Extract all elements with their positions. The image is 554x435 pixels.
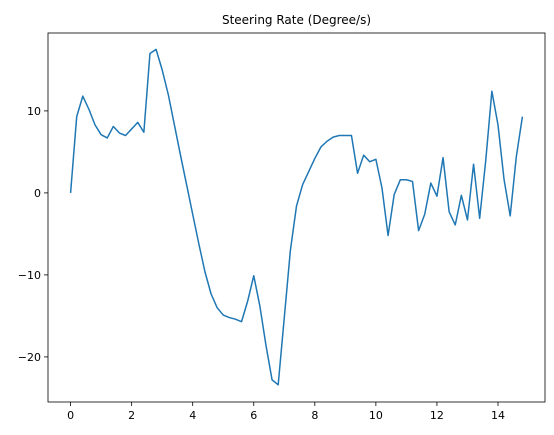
plot-frame [47,32,546,403]
x-tick-label: 12 [430,409,444,422]
y-tick-label: 0 [34,187,41,200]
data-line [69,48,524,386]
y-tick-label: −20 [18,351,41,364]
y-tick-label: 10 [27,105,41,118]
x-tick-label: 2 [128,409,135,422]
y-tick-label: −10 [18,269,41,282]
x-tick-label: 6 [250,409,257,422]
x-tick-label: 10 [369,409,383,422]
x-tick-label: 0 [67,409,74,422]
chart-title: Steering Rate (Degree/s) [222,13,371,27]
x-tick-label: 14 [491,409,505,422]
x-tick-label: 4 [189,409,196,422]
x-tick-label: 8 [311,409,318,422]
